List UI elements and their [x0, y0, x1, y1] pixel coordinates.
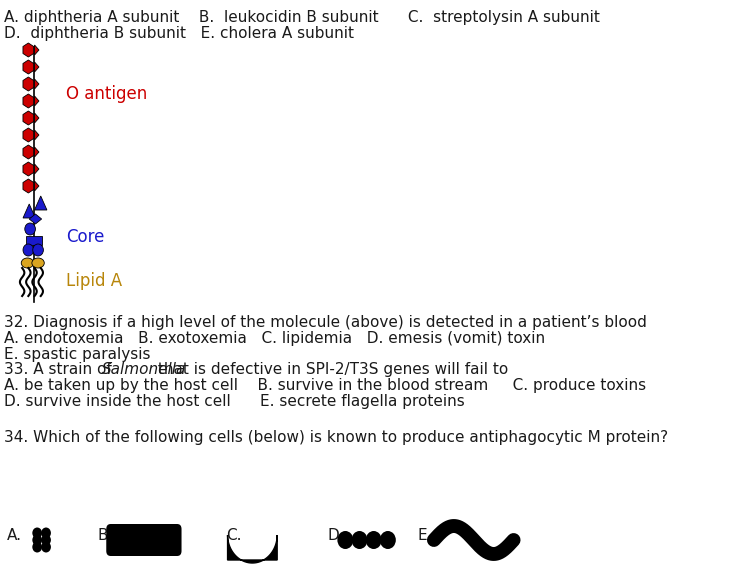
Polygon shape — [23, 128, 34, 142]
Polygon shape — [35, 164, 39, 174]
Polygon shape — [29, 214, 41, 224]
Polygon shape — [35, 130, 39, 140]
Polygon shape — [23, 204, 35, 218]
Circle shape — [366, 531, 382, 549]
Ellipse shape — [32, 258, 44, 268]
Text: D.: D. — [327, 528, 344, 542]
Bar — [26, 236, 41, 245]
Text: Core: Core — [66, 228, 105, 246]
Text: O antigen: O antigen — [66, 85, 148, 103]
Polygon shape — [23, 43, 34, 57]
Polygon shape — [35, 181, 39, 191]
Text: B.: B. — [98, 528, 113, 542]
Circle shape — [351, 531, 367, 549]
Text: C.: C. — [226, 528, 241, 542]
Text: D. survive inside the host cell      E. secrete flagella proteins: D. survive inside the host cell E. secre… — [5, 394, 465, 409]
Text: A. diphtheria A subunit    B.  leukocidin B subunit      C.  streptolysin A subu: A. diphtheria A subunit B. leukocidin B … — [5, 10, 600, 25]
Polygon shape — [23, 111, 34, 125]
Polygon shape — [23, 145, 34, 159]
Circle shape — [41, 542, 51, 552]
Polygon shape — [228, 535, 277, 563]
Text: Lipid A: Lipid A — [66, 272, 122, 290]
Circle shape — [337, 531, 353, 549]
Text: A.: A. — [7, 528, 22, 542]
Text: 34. Which of the following cells (below) is known to produce antiphagocytic M pr: 34. Which of the following cells (below)… — [5, 430, 668, 445]
Polygon shape — [35, 79, 39, 89]
Circle shape — [33, 244, 44, 256]
Polygon shape — [23, 77, 34, 91]
Polygon shape — [35, 62, 39, 72]
Text: E.: E. — [418, 528, 433, 542]
Polygon shape — [35, 113, 39, 123]
Polygon shape — [35, 196, 47, 210]
Circle shape — [41, 528, 51, 539]
Polygon shape — [23, 60, 34, 74]
Ellipse shape — [21, 258, 34, 268]
Circle shape — [380, 531, 396, 549]
Circle shape — [32, 528, 42, 539]
Text: 32. Diagnosis if a high level of the molecule (above) is detected in a patient’s: 32. Diagnosis if a high level of the mol… — [5, 315, 647, 330]
FancyBboxPatch shape — [106, 524, 182, 556]
Circle shape — [23, 244, 34, 256]
Text: A. be taken up by the host cell    B. survive in the blood stream     C. produce: A. be taken up by the host cell B. survi… — [5, 378, 647, 393]
Polygon shape — [23, 162, 34, 176]
Circle shape — [32, 535, 42, 545]
Polygon shape — [35, 96, 39, 106]
Text: that is defective in SPI-2/T3S genes will fail to: that is defective in SPI-2/T3S genes wil… — [153, 362, 508, 377]
Circle shape — [41, 535, 51, 545]
Polygon shape — [23, 94, 34, 108]
Text: Salmonella: Salmonella — [102, 362, 186, 377]
Text: D.  diphtheria B subunit   E. cholera A subunit: D. diphtheria B subunit E. cholera A sub… — [5, 26, 354, 41]
Polygon shape — [23, 179, 34, 193]
Text: 33. A strain of: 33. A strain of — [5, 362, 117, 377]
Circle shape — [25, 223, 35, 235]
Text: A. endotoxemia   B. exotoxemia   C. lipidemia   D. emesis (vomit) toxin: A. endotoxemia B. exotoxemia C. lipidemi… — [5, 331, 545, 346]
Polygon shape — [35, 147, 39, 157]
Ellipse shape — [108, 529, 179, 551]
Text: E. spastic paralysis: E. spastic paralysis — [5, 347, 151, 362]
Polygon shape — [35, 45, 39, 55]
Circle shape — [32, 542, 42, 552]
